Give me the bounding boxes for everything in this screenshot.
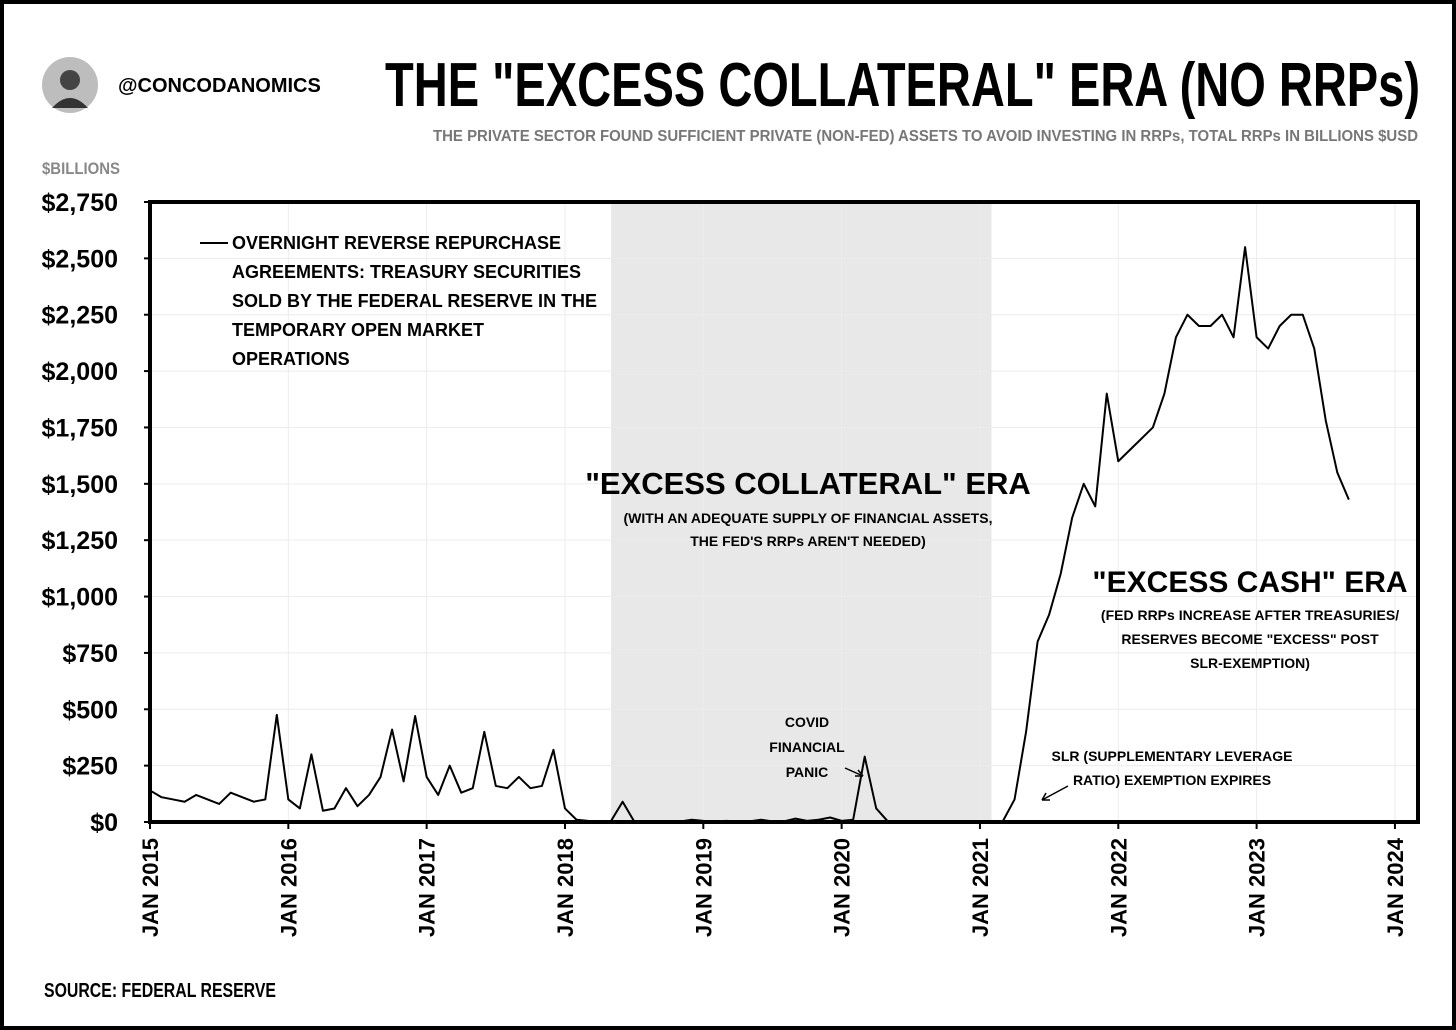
y-axis-label: $BILLIONS (42, 159, 120, 178)
y-tick-label: $1,750 (42, 414, 118, 442)
source: SOURCE: FEDERAL RESERVE (44, 980, 276, 1002)
arrow (844, 767, 864, 777)
annotation-text: FINANCIAL (769, 739, 845, 755)
annotation-text: (WITH AN ADEQUATE SUPPLY OF FINANCIAL AS… (624, 510, 993, 526)
x-tick-label: JAN 2015 (138, 838, 163, 937)
y-tick-label: $0 (90, 809, 118, 837)
x-tick-label: JAN 2018 (553, 838, 578, 937)
y-tick-label: $1,000 (42, 584, 118, 612)
x-tick-label: JAN 2020 (830, 838, 855, 937)
x-tick-label: JAN 2019 (691, 838, 716, 937)
annotation-text: THE FED'S RRPs AREN'T NEEDED) (690, 533, 926, 549)
x-tick-label: JAN 2017 (415, 838, 440, 937)
annotation-text: SLR (SUPPLEMENTARY LEVERAGE (1052, 748, 1293, 764)
arrow-head (855, 769, 864, 777)
x-tick-label: JAN 2024 (1383, 837, 1408, 937)
legend-entry: OVERNIGHT REVERSE REPURCHASE AGREEMENTS:… (232, 233, 598, 369)
arrow-head (1041, 792, 1050, 801)
x-tick-label: JAN 2016 (276, 838, 301, 937)
annotation-title: "EXCESS CASH" ERA (1092, 566, 1407, 599)
y-tick-label: $500 (62, 696, 118, 724)
handle: @CONCODANOMICS (118, 75, 321, 97)
x-tick-label: JAN 2023 (1245, 838, 1270, 937)
annotation-text: SLR-EXEMPTION) (1190, 655, 1310, 671)
annotation-title: "EXCESS COLLATERAL" ERA (585, 466, 1031, 501)
annotation-text: PANIC (786, 764, 829, 780)
plot-area: $0 $250 $500 $750 $1,000 $1,250 $1,500 $1,750 $2… (42, 189, 1420, 937)
annotation-text: RATIO) EXEMPTION EXPIRES (1073, 772, 1271, 788)
shaded-era (611, 202, 992, 822)
x-tick-label: JAN 2022 (1106, 838, 1131, 937)
y-tick-label: $750 (62, 640, 118, 668)
y-tick-label: $2,250 (42, 302, 118, 330)
arrow (1041, 785, 1069, 801)
y-tick-label: $1,250 (42, 527, 118, 555)
y-tick-label: $2,000 (42, 358, 118, 386)
y-tick-label: $2,500 (42, 245, 118, 273)
x-tick-label: JAN 2021 (968, 838, 993, 937)
annotation-text: RESERVES BECOME "EXCESS" POST (1121, 631, 1379, 647)
y-tick-label: $2,750 (42, 189, 118, 217)
plot-frame (148, 200, 1420, 824)
chart-subtitle: THE PRIVATE SECTOR FOUND SUFFICIENT PRIV… (433, 128, 1418, 145)
annotation-text: (FED RRPs INCREASE AFTER TREASURIES/ (1101, 607, 1399, 623)
y-tick-label: $1,500 (42, 471, 118, 499)
y-tick-label: $250 (62, 753, 118, 781)
chart-title: THE "EXCESS COLLATERAL" ERA (NO RRPs) (385, 51, 1420, 120)
annotation-text: COVID (785, 714, 829, 730)
avatar (42, 57, 98, 113)
